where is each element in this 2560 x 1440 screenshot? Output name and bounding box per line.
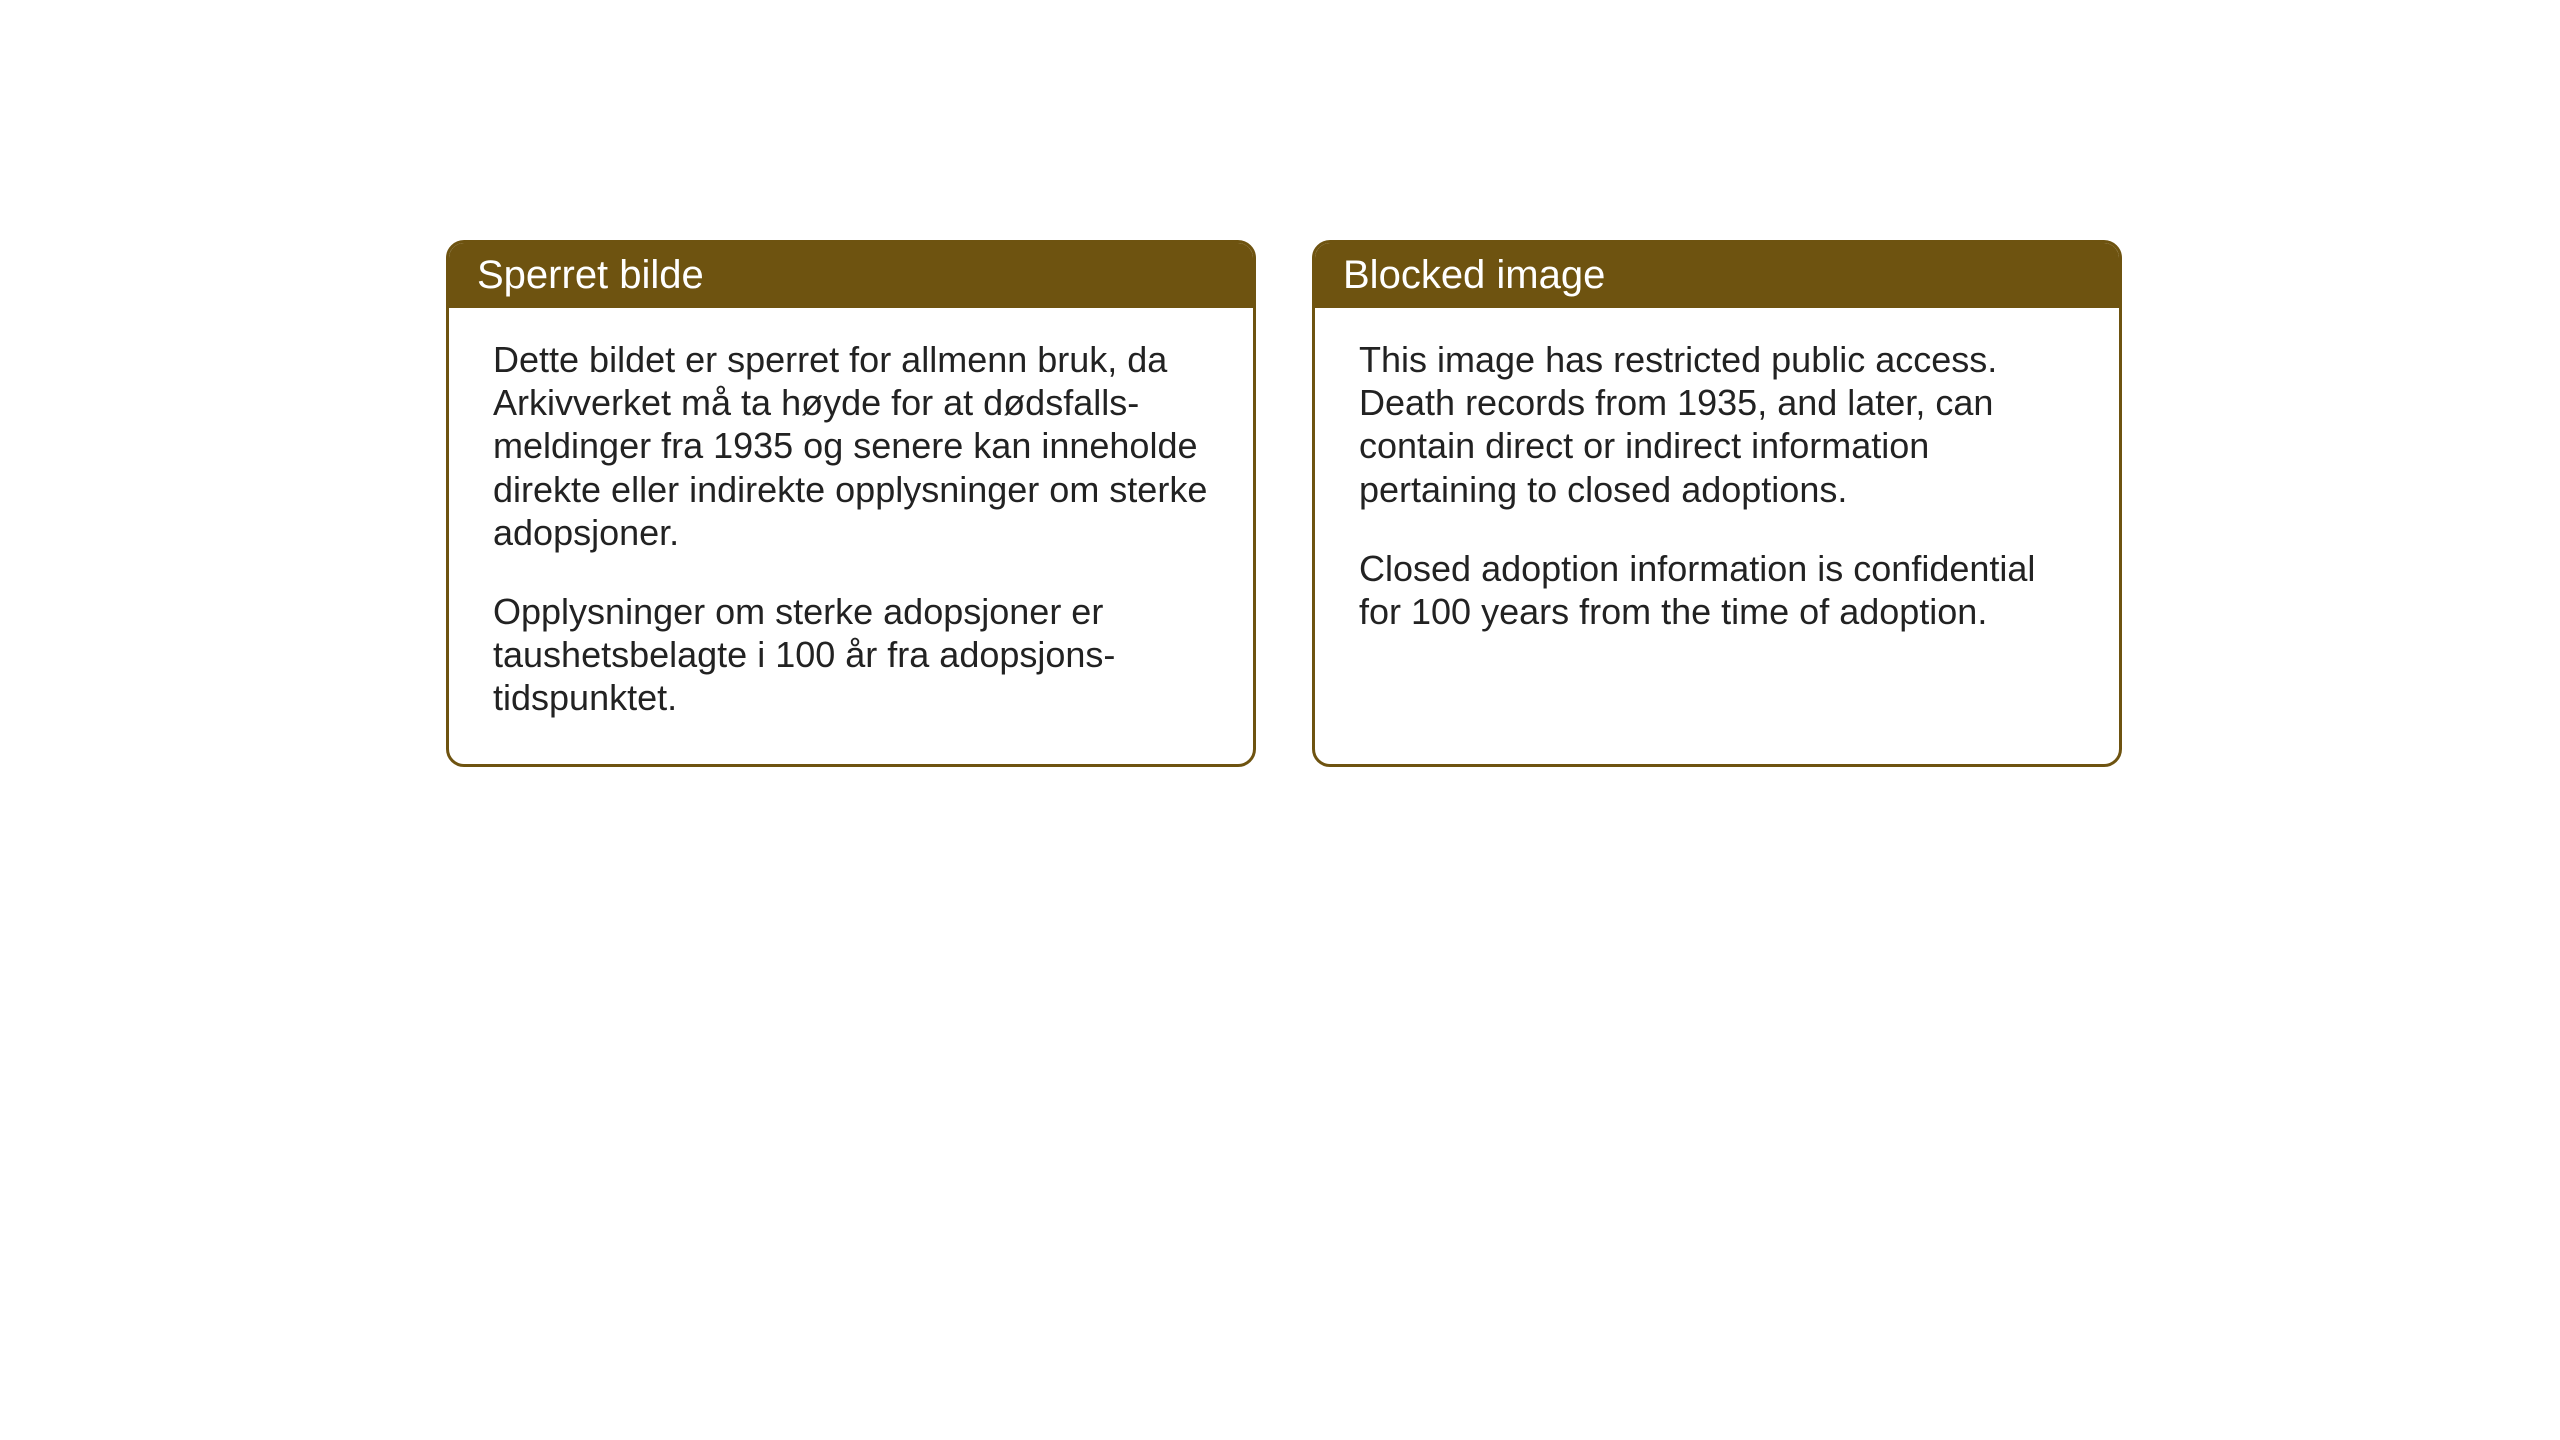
paragraph-text: Opplysninger om sterke adopsjoner er tau… (493, 590, 1209, 720)
cards-container: Sperret bilde Dette bildet er sperret fo… (446, 240, 2122, 767)
card-header-english: Blocked image (1315, 243, 2119, 308)
paragraph-text: Dette bildet er sperret for allmenn bruk… (493, 338, 1209, 554)
card-body-norwegian: Dette bildet er sperret for allmenn bruk… (449, 308, 1253, 764)
notice-card-english: Blocked image This image has restricted … (1312, 240, 2122, 767)
paragraph-text: Closed adoption information is confident… (1359, 547, 2075, 633)
notice-card-norwegian: Sperret bilde Dette bildet er sperret fo… (446, 240, 1256, 767)
card-header-norwegian: Sperret bilde (449, 243, 1253, 308)
paragraph-text: This image has restricted public access.… (1359, 338, 2075, 511)
card-body-english: This image has restricted public access.… (1315, 308, 2119, 677)
